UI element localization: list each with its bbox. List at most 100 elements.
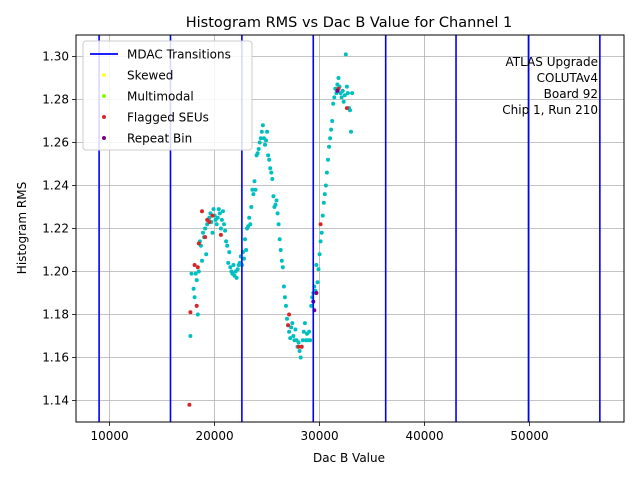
data-point	[274, 198, 279, 203]
data-point	[298, 355, 303, 360]
data-point	[296, 344, 301, 349]
data-point	[243, 237, 247, 242]
data-point	[203, 226, 208, 231]
data-point	[297, 349, 302, 353]
data-point	[242, 256, 246, 261]
data-point	[217, 211, 222, 216]
data-point	[273, 202, 278, 207]
data-point	[270, 177, 275, 181]
data-point	[234, 275, 239, 280]
data-point	[201, 230, 205, 235]
annotation-line: Chip 1, Run 210	[502, 103, 598, 117]
data-point	[215, 215, 220, 220]
data-point	[291, 334, 296, 338]
data-point	[244, 248, 249, 252]
data-point	[203, 235, 208, 240]
points-layer	[187, 52, 355, 407]
data-point	[256, 147, 261, 151]
data-point	[193, 271, 198, 276]
tick-layer: 10000 20000 30000 40000 50000 1.14 1.16 1.18 1.2…	[42, 50, 548, 444]
data-point	[195, 312, 200, 317]
x-tick-label: 50000	[510, 429, 548, 443]
data-point	[188, 310, 193, 315]
annotation-line: Board 92	[544, 87, 598, 101]
legend-label: Multimodal	[127, 90, 194, 104]
data-point	[260, 123, 265, 128]
data-point	[268, 166, 273, 171]
annotation-box: ATLAS Upgrade COLUTAv4 Board 92 Chip 1, Run…	[502, 55, 598, 117]
data-point	[195, 265, 200, 270]
data-point	[314, 263, 319, 267]
data-point	[226, 260, 231, 265]
data-point	[340, 88, 345, 93]
data-point	[324, 170, 329, 175]
data-point	[207, 220, 212, 224]
data-point	[231, 263, 236, 267]
data-point	[259, 129, 264, 134]
data-point	[191, 286, 196, 291]
data-point	[288, 336, 293, 341]
data-point	[280, 265, 285, 270]
x-tick-label: 40000	[405, 429, 443, 443]
data-point	[200, 209, 204, 214]
annotation-line: ATLAS Upgrade	[505, 55, 598, 69]
data-point	[322, 192, 327, 197]
data-point	[188, 334, 193, 338]
data-point	[286, 323, 291, 328]
data-point	[318, 239, 323, 244]
data-point	[228, 265, 233, 270]
x-axis-label: Dac B Value	[313, 451, 385, 465]
data-point	[210, 213, 215, 218]
y-tick-label: 1.18	[42, 308, 69, 322]
mdac-transition-layer	[98, 35, 601, 422]
data-point	[287, 329, 292, 334]
data-point	[187, 402, 192, 407]
data-point	[275, 211, 280, 216]
data-point	[210, 230, 215, 235]
data-point	[264, 138, 268, 143]
data-point	[287, 312, 292, 317]
y-tick-label: 1.20	[42, 265, 69, 279]
x-tick-label: 30000	[300, 429, 338, 443]
data-point	[249, 205, 254, 209]
data-point	[335, 88, 340, 93]
data-point	[336, 76, 341, 80]
data-point	[285, 316, 289, 321]
data-point	[341, 99, 346, 104]
data-point	[320, 213, 325, 218]
data-point	[222, 222, 226, 227]
data-point	[317, 252, 322, 257]
data-point	[224, 239, 229, 244]
data-point	[255, 151, 260, 156]
data-point	[278, 248, 283, 252]
y-tick-label: 1.28	[42, 93, 69, 107]
data-point	[331, 101, 336, 106]
data-point	[326, 157, 330, 162]
data-point	[253, 187, 258, 192]
annotation-line: COLUTAv4	[537, 71, 598, 85]
data-point	[218, 226, 223, 231]
legend-label: Skewed	[127, 69, 173, 83]
data-point	[279, 258, 284, 263]
data-point	[343, 52, 348, 57]
data-point	[194, 303, 199, 308]
y-axis-label: Histogram RMS	[15, 182, 29, 274]
data-point	[332, 95, 337, 100]
data-point	[194, 278, 199, 283]
data-point	[216, 207, 221, 212]
data-point	[192, 295, 197, 300]
data-point	[276, 222, 281, 227]
data-point	[225, 243, 230, 248]
chart-title: Histogram RMS vs Dac B Value for Channel…	[186, 15, 513, 31]
data-point	[289, 325, 294, 330]
data-point	[200, 258, 204, 263]
data-point	[318, 222, 323, 227]
data-point	[204, 252, 209, 257]
data-point	[248, 222, 253, 227]
legend-label: Flagged SEUs	[127, 111, 209, 125]
x-tick-label: 20000	[195, 429, 233, 443]
data-point	[250, 187, 255, 192]
data-point	[307, 329, 312, 334]
data-point	[219, 217, 224, 222]
